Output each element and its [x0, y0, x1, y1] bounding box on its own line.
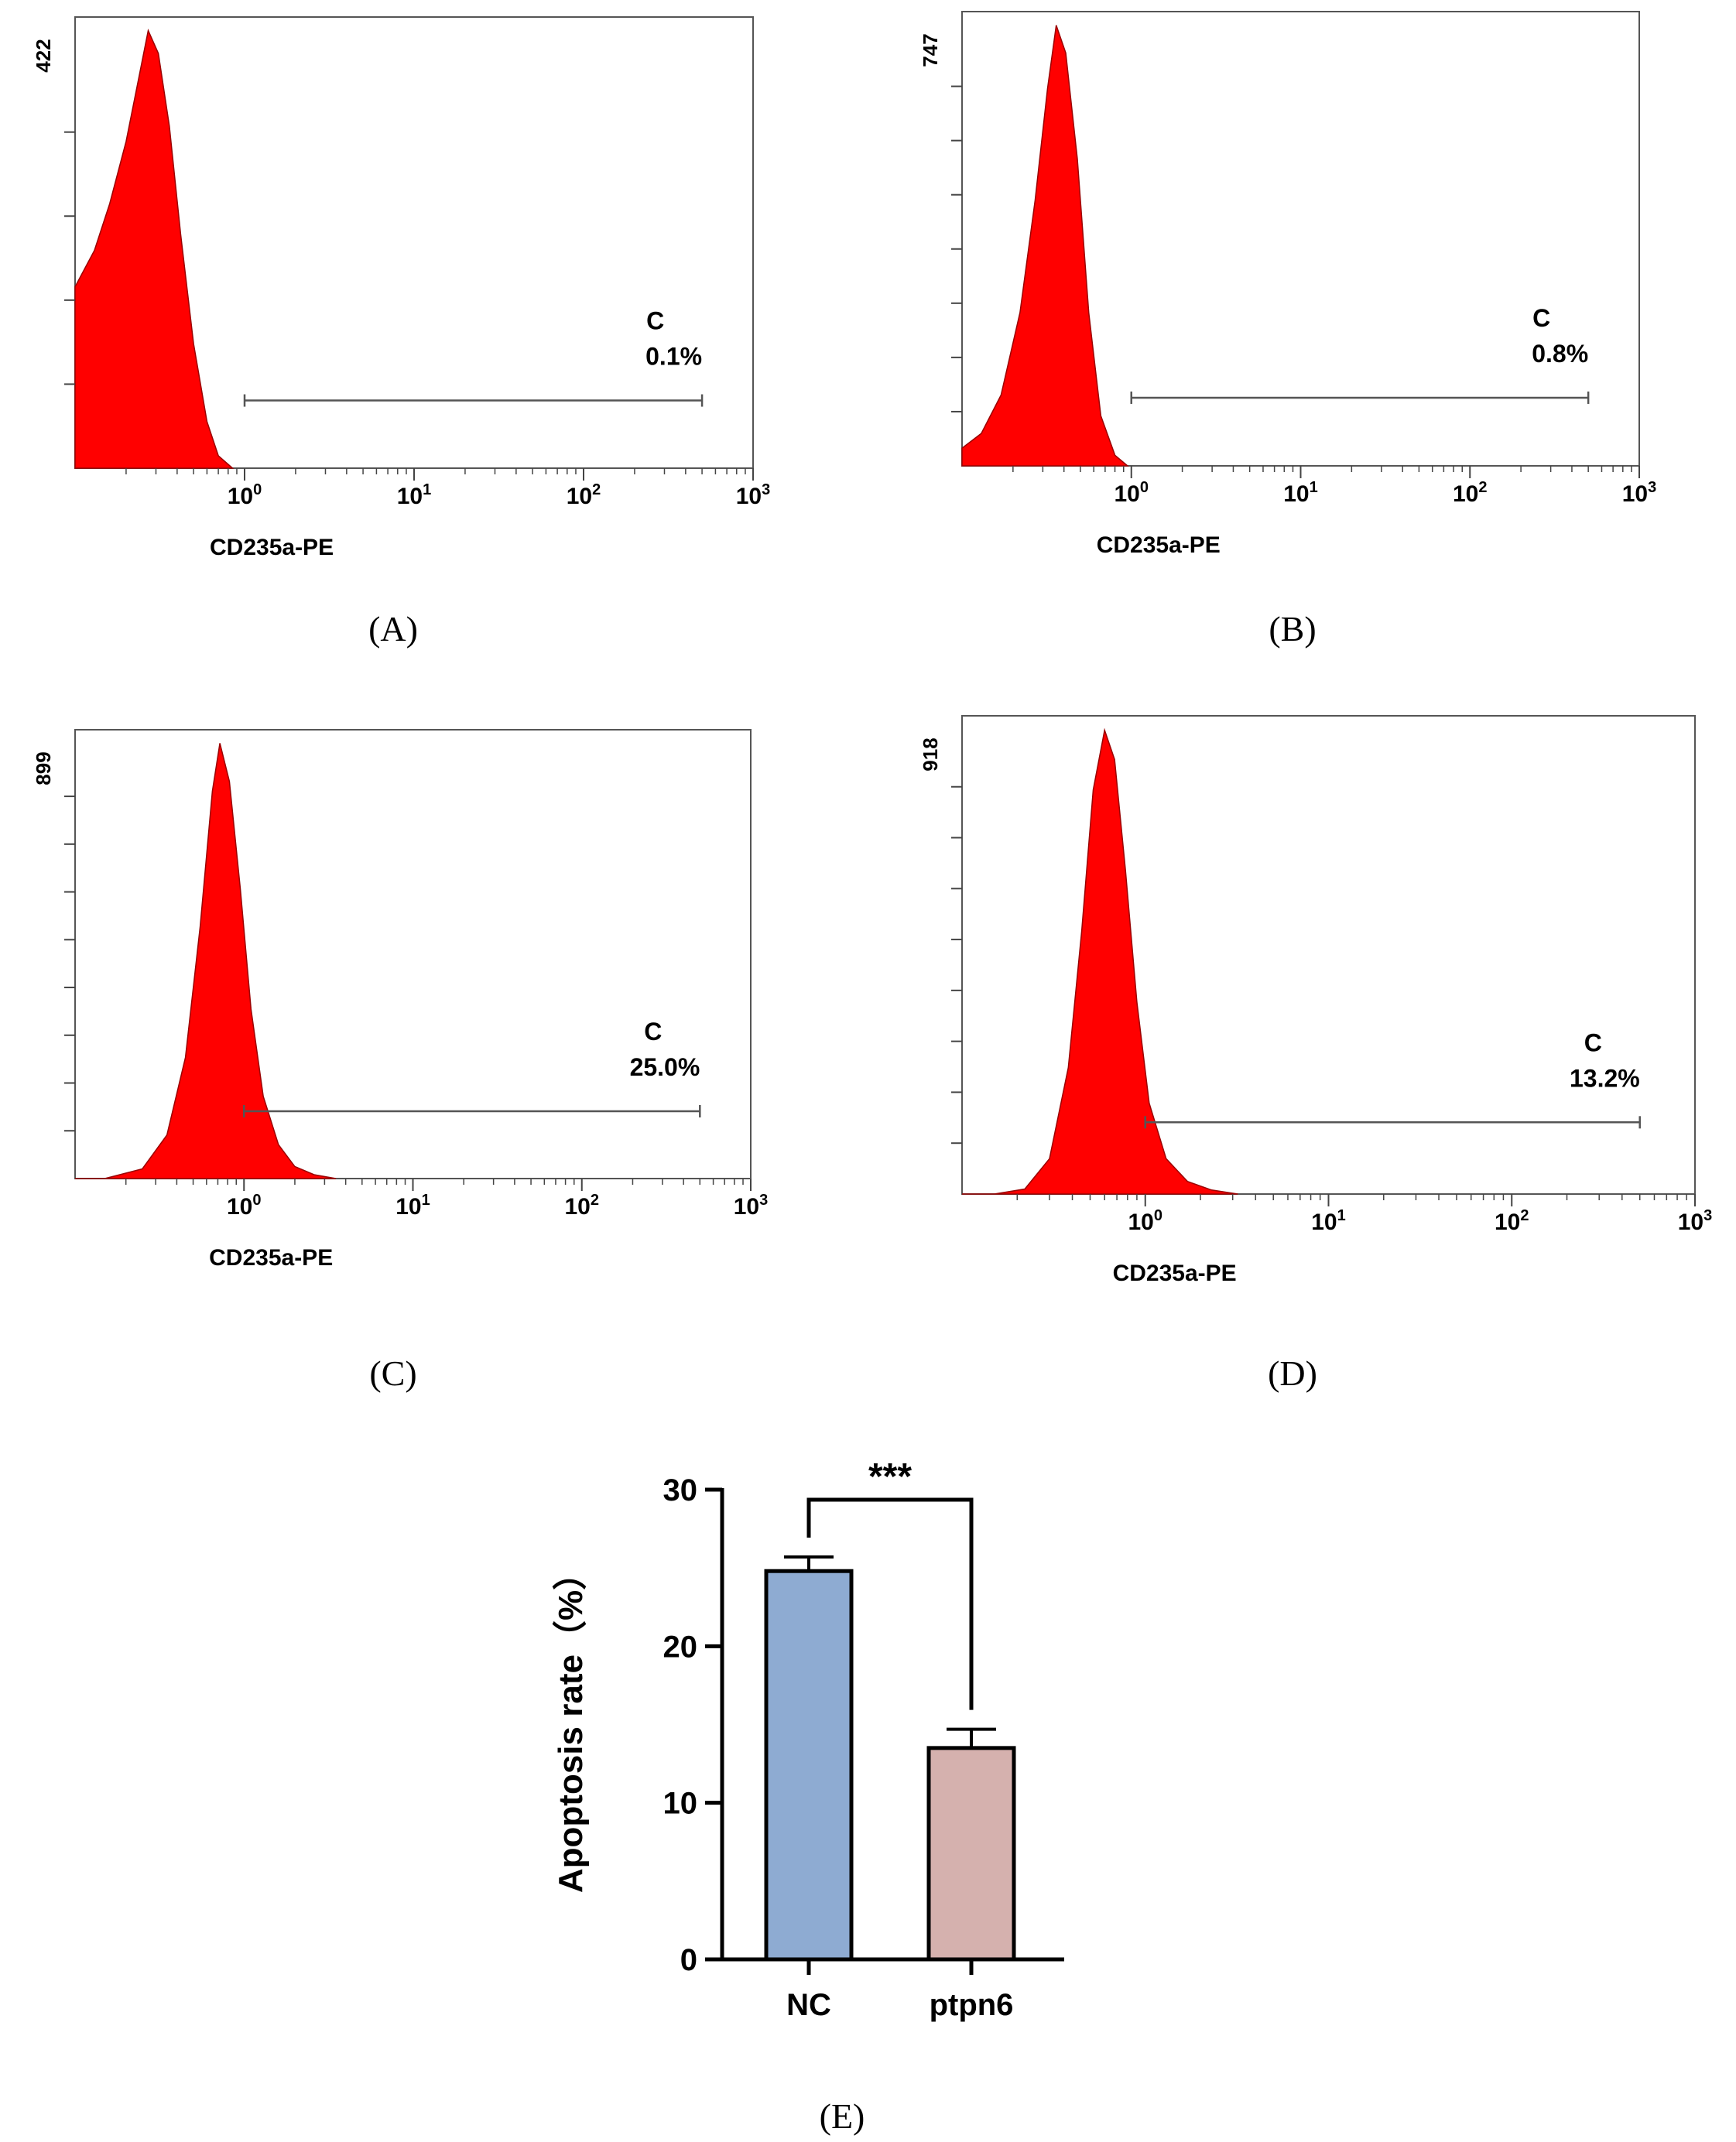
- histogram-d: [962, 727, 1238, 1195]
- x-tick-exponent: 2: [1478, 479, 1487, 496]
- gate-percent-b: 0.8%: [1532, 340, 1588, 368]
- x-tick-label-c: 102: [565, 1192, 600, 1220]
- y-tick-label: 20: [663, 1630, 698, 1664]
- x-axis-title-a: CD235a-PE: [210, 535, 334, 560]
- x-tick-exponent: 0: [252, 1192, 261, 1209]
- x-tick-base: 10: [736, 484, 762, 509]
- y-max-label-c: 899: [32, 751, 55, 785]
- significance-bracket: [806, 1497, 974, 1710]
- x-tick-label-c: 101: [395, 1192, 430, 1220]
- x-tick-exponent: 3: [1703, 1207, 1712, 1224]
- bar-nc: [764, 1569, 854, 1962]
- bar-chart-panel-e: 0 10 20 30 NC ptpn6 *** Apoptosis rate（%）: [552, 1456, 1064, 2022]
- significance-label: ***: [868, 1456, 912, 1497]
- x-tick-exponent: 0: [1154, 1207, 1162, 1224]
- x-tick-exponent: 1: [1337, 1207, 1346, 1224]
- x-tick-label-c: 100: [227, 1192, 262, 1220]
- x-tick-exponent: 3: [1648, 479, 1656, 496]
- panel-label-a: (A): [368, 609, 418, 648]
- x-tick-exponent: 2: [591, 1192, 599, 1209]
- panel-label-c: (C): [369, 1353, 416, 1393]
- y-axis-title: Apoptosis rate（%）: [552, 1556, 590, 1893]
- x-tick-base: 10: [565, 1194, 591, 1220]
- x-tick-base: 10: [1495, 1210, 1520, 1235]
- x-tick-label-a: 102: [567, 481, 601, 509]
- x-tick-label-b: 101: [1283, 479, 1318, 507]
- x-axis-title-d: CD235a-PE: [1113, 1261, 1237, 1286]
- histogram-a: [74, 29, 235, 469]
- x-tick-label-a: 103: [736, 481, 771, 509]
- x-tick-exponent: 1: [422, 1192, 430, 1209]
- x-tick-exponent: 1: [1310, 479, 1318, 496]
- x-tick-label-d: 100: [1128, 1207, 1163, 1235]
- gate-name-c: C: [644, 1018, 662, 1045]
- x-tick-base: 10: [395, 1194, 421, 1220]
- x-tick-exponent: 3: [759, 1192, 768, 1209]
- panel-label-b: (B): [1269, 609, 1316, 648]
- x-axis-title-b: CD235a-PE: [1097, 532, 1221, 558]
- x-tick-exponent: 2: [1520, 1207, 1529, 1224]
- panel-label-e: (E): [820, 2096, 865, 2136]
- histogram-b: [961, 25, 1129, 467]
- x-tick-label-d: 101: [1311, 1207, 1346, 1235]
- x-tick-label-b: 103: [1622, 479, 1657, 507]
- y-tick-label: 0: [680, 1943, 697, 1977]
- x-tick-base: 10: [397, 484, 423, 509]
- x-tick-base: 10: [1622, 481, 1648, 507]
- x-tick-label-a: 100: [228, 481, 262, 509]
- x-tick-base: 10: [1115, 481, 1140, 507]
- x-tick-label-d: 102: [1495, 1207, 1529, 1235]
- x-tick-label-b: 100: [1115, 479, 1149, 507]
- x-tick-base: 10: [228, 484, 253, 509]
- x-tick-base: 10: [1128, 1210, 1154, 1235]
- x-tick-label-b: 102: [1453, 479, 1488, 507]
- x-tick-exponent: 2: [592, 481, 601, 498]
- x-tick-label: NC: [786, 1988, 831, 2022]
- x-tick-base: 10: [1283, 481, 1309, 507]
- gate-name-b: C: [1532, 304, 1550, 332]
- y-max-label-d: 918: [919, 737, 942, 771]
- x-tick-label-a: 101: [397, 481, 432, 509]
- x-tick-label: ptpn6: [930, 1988, 1014, 2022]
- histogram-c: [75, 743, 337, 1179]
- y-max-label-b: 747: [919, 33, 942, 67]
- x-tick-base: 10: [1311, 1210, 1337, 1235]
- x-tick-exponent: 3: [762, 481, 770, 498]
- x-tick-exponent: 1: [423, 481, 431, 498]
- x-tick-base: 10: [734, 1194, 759, 1220]
- gate-percent-c: 25.0%: [630, 1053, 700, 1081]
- y-max-label-a: 422: [32, 39, 55, 72]
- panel-label-d: (D): [1268, 1353, 1317, 1393]
- x-tick-base: 10: [1453, 481, 1478, 507]
- y-tick-label: 30: [663, 1473, 698, 1507]
- gate-name-d: C: [1584, 1028, 1602, 1056]
- x-tick-label-d: 103: [1678, 1207, 1713, 1235]
- x-tick-base: 10: [227, 1194, 252, 1220]
- x-tick-base: 10: [567, 484, 592, 509]
- gate-percent-d: 13.2%: [1570, 1064, 1640, 1092]
- gate-percent-a: 0.1%: [645, 343, 702, 371]
- bar-ptpn6: [926, 1746, 1016, 1962]
- y-tick-label: 10: [663, 1787, 698, 1821]
- x-tick-base: 10: [1678, 1210, 1703, 1235]
- x-tick-exponent: 0: [253, 481, 262, 498]
- x-tick-label-c: 103: [734, 1192, 769, 1220]
- gate-name-a: C: [646, 307, 664, 335]
- x-tick-exponent: 0: [1140, 479, 1149, 496]
- x-axis-title-c: CD235a-PE: [209, 1245, 333, 1271]
